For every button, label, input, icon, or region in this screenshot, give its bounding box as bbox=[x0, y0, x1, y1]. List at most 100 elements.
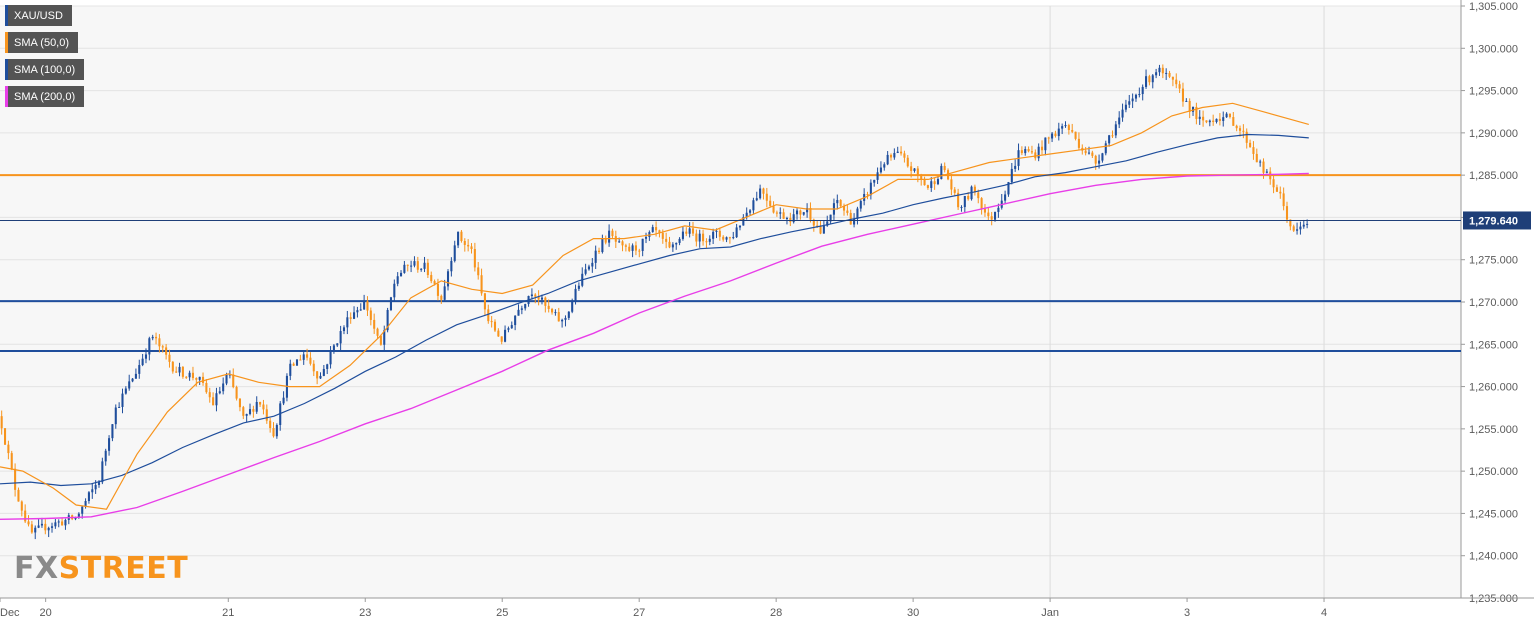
candle-body bbox=[842, 206, 846, 211]
candle-body bbox=[1161, 67, 1164, 74]
candle-body bbox=[1275, 187, 1278, 192]
candle-body bbox=[953, 189, 956, 193]
candle-body bbox=[618, 241, 621, 243]
candle-body bbox=[822, 225, 825, 234]
candle-body bbox=[222, 383, 225, 392]
candle-body bbox=[487, 309, 490, 322]
candle-body bbox=[54, 522, 57, 527]
candle-body bbox=[641, 238, 644, 251]
candle-body bbox=[853, 218, 856, 225]
legend-label-sma50: SMA (50,0) bbox=[14, 36, 70, 49]
candle-body bbox=[1067, 125, 1070, 131]
candle-body bbox=[554, 312, 557, 314]
candle-body bbox=[238, 398, 241, 408]
candle-body bbox=[121, 393, 124, 407]
candle-body bbox=[91, 489, 94, 493]
x-tick-label: 30 bbox=[907, 607, 919, 619]
candle-body bbox=[584, 269, 587, 274]
candle-body bbox=[1188, 100, 1191, 112]
sma-200-line bbox=[0, 172, 1309, 520]
candle-body bbox=[1232, 117, 1235, 126]
candle-body bbox=[1131, 98, 1134, 102]
candle-body bbox=[936, 179, 940, 185]
candle-body bbox=[500, 336, 503, 342]
candle-body bbox=[1145, 76, 1148, 87]
legend-item-sma200[interactable]: SMA (200,0) bbox=[5, 86, 85, 107]
candle-body bbox=[1091, 152, 1094, 156]
candle-body bbox=[14, 468, 17, 490]
candle-body bbox=[1024, 149, 1027, 154]
candle-body bbox=[943, 165, 946, 171]
candle-body bbox=[916, 168, 919, 176]
candle-body bbox=[886, 154, 889, 165]
candle-body bbox=[208, 392, 211, 398]
candle-body bbox=[1272, 179, 1275, 188]
candle-body bbox=[259, 401, 262, 405]
candle-body bbox=[1215, 118, 1218, 122]
x-tick-label: 28 bbox=[770, 607, 782, 619]
candle-body bbox=[17, 489, 20, 502]
candle-body bbox=[218, 391, 221, 394]
candle-body bbox=[326, 364, 329, 369]
candle-body bbox=[611, 230, 614, 237]
candle-body bbox=[775, 212, 778, 214]
candle-body bbox=[215, 393, 218, 406]
candle-body bbox=[926, 185, 929, 188]
candle-body bbox=[369, 310, 372, 320]
candle-body bbox=[128, 381, 131, 389]
candle-body bbox=[359, 309, 362, 311]
candle-body bbox=[829, 214, 832, 222]
candle-body bbox=[806, 207, 809, 213]
candle-body bbox=[1279, 191, 1282, 194]
candle-body bbox=[198, 376, 201, 380]
candle-body bbox=[443, 286, 446, 300]
candle-body bbox=[144, 354, 148, 359]
candle-body bbox=[1061, 126, 1064, 129]
candle-body bbox=[920, 175, 923, 180]
candle-body bbox=[87, 492, 90, 501]
candle-body bbox=[195, 378, 198, 380]
candle-body bbox=[165, 347, 168, 355]
candle-body bbox=[785, 218, 789, 220]
y-tick-label: 1,305.000 bbox=[1469, 1, 1518, 13]
candle-body bbox=[399, 272, 403, 277]
candle-body bbox=[440, 295, 443, 300]
legend-item-price[interactable]: XAU/USD bbox=[5, 5, 72, 26]
candle-body bbox=[933, 181, 936, 185]
candle-body bbox=[990, 216, 993, 220]
candle-body bbox=[1238, 128, 1242, 131]
candle-body bbox=[339, 331, 342, 344]
candle-body bbox=[225, 374, 228, 384]
candle-body bbox=[725, 237, 728, 240]
candle-body bbox=[631, 245, 634, 251]
candle-body bbox=[275, 424, 278, 437]
chart-legend: XAU/USD SMA (50,0) SMA (100,0) SMA (200,… bbox=[5, 5, 85, 113]
candle-body bbox=[141, 358, 144, 366]
candle-body bbox=[963, 195, 966, 208]
legend-swatch-sma200 bbox=[5, 86, 8, 107]
legend-swatch-price bbox=[5, 5, 8, 26]
candle-body bbox=[191, 372, 195, 379]
candle-body bbox=[410, 265, 413, 267]
legend-item-sma50[interactable]: SMA (50,0) bbox=[5, 32, 79, 53]
candle-body bbox=[571, 300, 574, 312]
candle-body bbox=[816, 225, 819, 227]
candle-body bbox=[322, 368, 325, 376]
candle-body bbox=[356, 310, 359, 313]
x-tick-label: Dec bbox=[0, 607, 20, 619]
candle-body bbox=[993, 211, 997, 220]
candle-body bbox=[353, 312, 356, 319]
candle-body bbox=[1077, 138, 1080, 148]
candle-body bbox=[124, 388, 127, 394]
candle-body bbox=[849, 212, 852, 225]
candle-body bbox=[782, 212, 785, 219]
candle-body bbox=[101, 461, 104, 483]
candle-body bbox=[597, 250, 601, 253]
candle-body bbox=[1047, 137, 1050, 139]
candle-body bbox=[1306, 223, 1309, 225]
candle-body bbox=[1128, 101, 1131, 105]
candle-body bbox=[819, 226, 822, 234]
legend-item-sma100[interactable]: SMA (100,0) bbox=[5, 59, 85, 80]
candle-body bbox=[74, 517, 77, 520]
